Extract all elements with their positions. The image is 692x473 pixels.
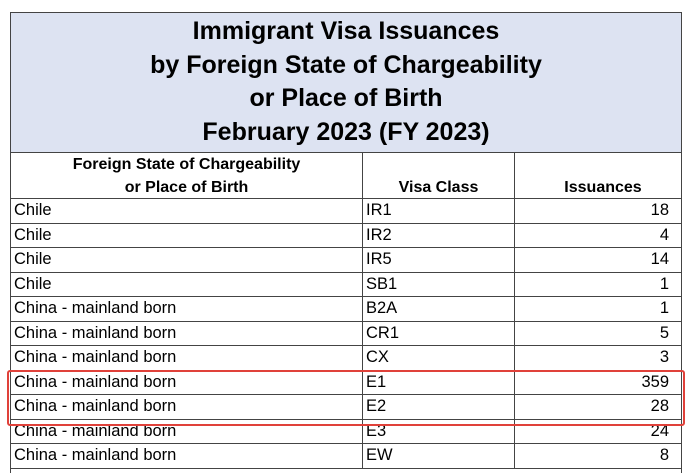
cell-country: Chile <box>14 225 52 244</box>
cell-visa-class: IR5 <box>362 248 514 272</box>
cell-visa-class: CX <box>362 346 514 370</box>
table-row: China - mainland born E1 359 <box>11 370 681 395</box>
header-country-line-2: or Place of Birth <box>124 179 249 196</box>
cell-country: Chile <box>14 201 52 219</box>
table-row: Chile IR1 18 <box>11 199 681 224</box>
cell-country: China - mainland born <box>14 323 177 342</box>
cell-issuances: 14 <box>514 248 681 272</box>
cell-issuances: 28 <box>514 395 681 419</box>
cell-visa-class: E2 <box>362 395 514 419</box>
cell-issuances: 5 <box>514 321 681 345</box>
cell-issuances: 8 <box>514 444 681 468</box>
cell-country: Chile <box>14 274 52 293</box>
cell-visa-class: E1 <box>362 370 514 394</box>
cell-visa-class: B2A <box>362 297 514 321</box>
table-row: China - mainland born CR1 5 <box>11 321 681 346</box>
cell-visa-class: IR1 <box>362 199 514 223</box>
table-row: China - mainland born E2 28 <box>11 395 681 420</box>
title-line-4: February 2023 (FY 2023) <box>202 117 490 146</box>
cell-country: China - mainland born <box>14 372 177 391</box>
title-line-2: by Foreign State of Chargeability <box>150 50 542 79</box>
cell-visa-class: IR2 <box>362 223 514 247</box>
visa-issuance-table: Immigrant Visa Issuances by Foreign Stat… <box>10 12 682 473</box>
cell-country: China - mainland born <box>14 421 177 440</box>
cell-issuances: 1 <box>514 297 681 321</box>
cell-issuances: 359 <box>514 370 681 394</box>
cell-issuances: 1 <box>514 272 681 296</box>
table-row: Chile SB1 1 <box>11 272 681 297</box>
table-row: Chile IR5 14 <box>11 248 681 273</box>
cell-country: China - mainland born <box>14 299 177 317</box>
cell-issuances: 24 <box>514 419 681 443</box>
table-row: China - mainland born E3 24 <box>11 419 681 444</box>
cell-visa-class: E3 <box>362 419 514 443</box>
report-title: Immigrant Visa Issuances by Foreign Stat… <box>11 13 681 153</box>
header-country-line-1: Foreign State of Chargeability <box>72 156 301 173</box>
table-body: Chile IR1 18 Chile IR2 4 Chile IR5 14 Ch… <box>11 199 681 469</box>
cell-visa-class: EW <box>362 444 514 468</box>
cell-issuances: 3 <box>514 346 681 370</box>
table-row: China - mainland born CX 3 <box>11 346 681 371</box>
header-issuances: Issuances <box>514 153 681 198</box>
table-row: China - mainland born EW 8 <box>11 444 681 469</box>
cell-country: China - mainland born <box>14 397 177 415</box>
table-header-row: Foreign State of Chargeability or Place … <box>11 153 681 199</box>
header-country: Foreign State of Chargeability or Place … <box>11 153 362 198</box>
header-visa-class: Visa Class <box>362 153 514 198</box>
cell-issuances: 18 <box>514 199 681 223</box>
cell-visa-class: CR1 <box>362 321 514 345</box>
title-line-3: or Place of Birth <box>249 84 443 112</box>
cell-issuances: 4 <box>514 223 681 247</box>
cell-country: Chile <box>14 250 52 268</box>
table-row: Chile IR2 4 <box>11 223 681 248</box>
cell-visa-class: SB1 <box>362 272 514 296</box>
title-line-1: Immigrant Visa Issuances <box>192 17 500 45</box>
cell-country: China - mainland born <box>14 348 177 366</box>
cell-country: China - mainland born <box>14 446 177 464</box>
table-row: China - mainland born B2A 1 <box>11 297 681 322</box>
